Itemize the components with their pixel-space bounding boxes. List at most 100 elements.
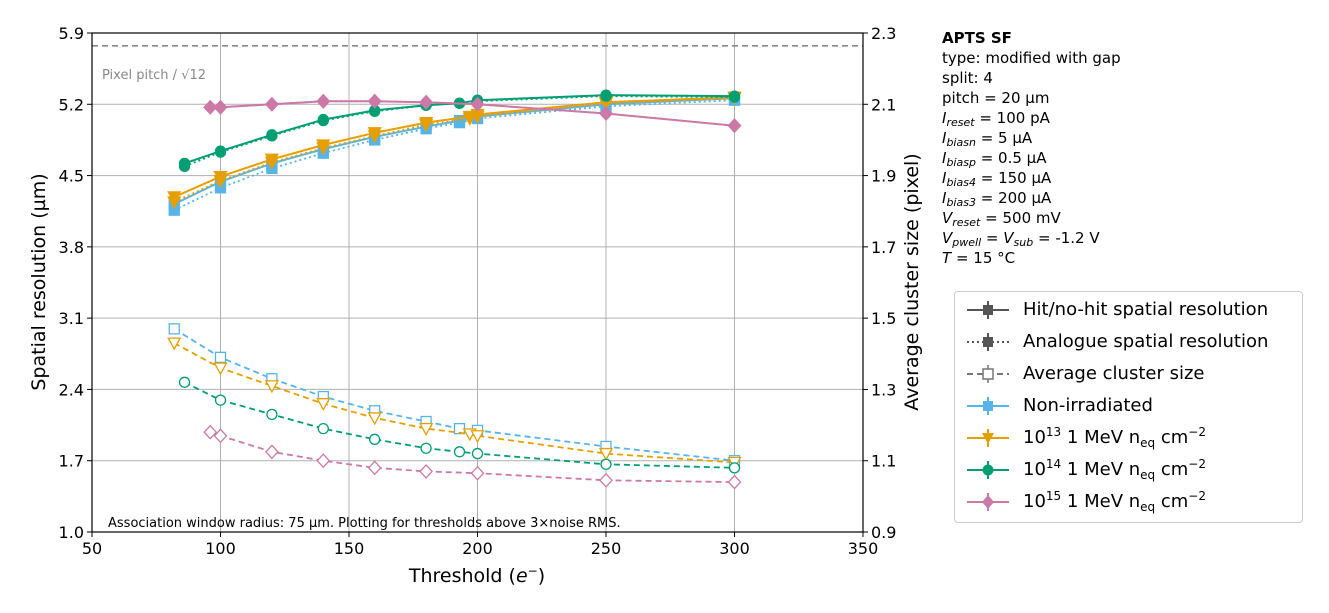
- legend-cluster: Average cluster size: [955, 358, 1302, 390]
- y-left-tick-label: 4.5: [59, 167, 84, 186]
- series-layer: [167, 89, 742, 490]
- hit-resolution-line: [173, 96, 735, 198]
- y-right-tick-label: 1.5: [871, 309, 896, 328]
- cluster-size-point: [316, 398, 331, 412]
- legend: Hit/no-hit spatial resolution Analogue s…: [954, 291, 1303, 523]
- y-right-tick-label: 1.1: [871, 452, 896, 471]
- cluster-size-point: [367, 460, 382, 476]
- cluster-size-point: [727, 474, 742, 490]
- cluster-size-point: [178, 376, 191, 388]
- legend-f15: 1015 1 MeV neq cm−2: [955, 486, 1302, 518]
- info-v-reset: Vreset = 500 mV: [942, 209, 1061, 229]
- cluster-size-point: [266, 408, 278, 421]
- hit-resolution-point: [213, 170, 228, 184]
- info-split: split: 4: [942, 69, 993, 87]
- cluster-size-point: [203, 424, 218, 440]
- info-pitch: pitch = 20 µm: [942, 89, 1050, 107]
- y-left-tick-label: 1.0: [59, 523, 84, 542]
- hit-resolution-line: [184, 94, 735, 165]
- x-tick-label: 150: [334, 539, 365, 558]
- info-i-biasp: Ibiasp = 0.5 µA: [942, 149, 1047, 169]
- info-i-reset: Ireset = 100 pA: [942, 109, 1050, 129]
- cluster-size-point: [419, 463, 433, 479]
- hit-resolution-point: [599, 105, 613, 121]
- cluster-size-point: [420, 442, 432, 454]
- cluster-size-point: [367, 412, 382, 426]
- hit-resolution-point: [265, 96, 279, 112]
- info-i-bias3: Ibias3 = 200 µA: [942, 189, 1052, 209]
- hit-resolution-point: [178, 157, 191, 170]
- x-tick-label: 250: [591, 539, 622, 558]
- analogue-resolution-line: [173, 97, 735, 203]
- y-axis-left-label: Spatial resolution (µm): [28, 173, 50, 390]
- legend-f13: 1013 1 MeV neq cm−2: [955, 422, 1302, 454]
- hit-resolution-point: [727, 118, 742, 134]
- y-axis-right: 0.9 1.1 1.3 1.5 1.7 1.9 2.1 2.3: [863, 24, 896, 542]
- y-left-tick-label: 3.8: [59, 238, 84, 257]
- y-left-tick-label: 5.2: [59, 95, 84, 114]
- y-axis-left: 1.0 1.7 2.4 3.1 3.8 4.5 5.2 5.9: [59, 24, 92, 542]
- cluster-size-line: [173, 328, 735, 462]
- legend-f14: 1014 1 MeV neq cm−2: [955, 454, 1302, 486]
- hit-resolution-point: [266, 129, 278, 141]
- info-temp: T = 15 °C: [942, 249, 1016, 267]
- cluster-size-point: [419, 422, 434, 436]
- x-tick-label: 100: [205, 539, 236, 558]
- y-left-tick-label: 1.7: [59, 452, 84, 471]
- hit-resolution-point: [470, 96, 485, 112]
- x-tick-label: 350: [848, 539, 879, 558]
- hit-resolution-point: [316, 139, 331, 153]
- footnote: Association window radius: 75 µm. Plotti…: [108, 516, 621, 531]
- hit-resolution-point: [203, 99, 218, 115]
- cluster-size-point: [264, 380, 279, 394]
- legend-nonirr: Non-irradiated: [955, 390, 1302, 422]
- info-i-biasn: Ibiasn = 5 µA: [942, 129, 1033, 149]
- cluster-size-point: [213, 428, 228, 444]
- cluster-size-point: [470, 465, 485, 481]
- y-right-tick-label: 1.7: [871, 238, 896, 257]
- hit-resolution-point: [317, 113, 329, 126]
- hit-resolution-point: [316, 93, 331, 109]
- series-3: [203, 93, 742, 490]
- y-right-tick-label: 2.3: [871, 24, 896, 43]
- y-right-tick-label: 1.3: [871, 380, 896, 399]
- legend-analogue: Analogue spatial resolution: [955, 326, 1302, 358]
- y-axis-right-label: Average cluster size (pixel): [901, 153, 923, 410]
- cluster-size-point: [598, 447, 614, 461]
- cluster-size-point: [317, 422, 329, 435]
- info-i-bias4: Ibias4 = 150 µA: [942, 169, 1052, 189]
- x-axis: 50 100 150 200 250 300 350: [82, 532, 878, 558]
- info-v-pwell: Vpwell = Vsub = -1.2 V: [942, 229, 1100, 249]
- y-left-tick-label: 2.4: [59, 380, 84, 399]
- cluster-size-point: [214, 394, 227, 406]
- hit-resolution-point: [419, 94, 433, 110]
- chart: Pixel pitch / √12 50 100 150 200 250 300 350 1…: [28, 24, 923, 587]
- y-right-tick-label: 0.9: [871, 523, 896, 542]
- hit-resolution-point: [367, 127, 382, 141]
- hit-resolution-point: [213, 99, 228, 115]
- cluster-size-line: [184, 381, 735, 469]
- info-type: type: modified with gap: [942, 49, 1121, 67]
- cluster-size-line: [173, 342, 735, 464]
- cluster-size-point: [213, 362, 228, 376]
- cluster-size-point: [453, 446, 466, 458]
- x-tick-label: 300: [719, 539, 750, 558]
- hit-resolution-point: [600, 89, 612, 101]
- hit-resolution-point: [728, 90, 741, 102]
- cluster-size-point: [600, 458, 612, 470]
- y-left-tick-label: 3.1: [59, 309, 84, 328]
- hit-resolution-point: [419, 116, 434, 130]
- legend-hit: Hit/no-hit spatial resolution: [955, 294, 1302, 326]
- hit-resolution-point: [264, 153, 279, 167]
- cluster-size-point: [369, 433, 381, 445]
- hit-resolution-point: [367, 93, 382, 109]
- cluster-size-point: [471, 447, 484, 460]
- x-tick-label: 50: [82, 539, 102, 558]
- cluster-size-point: [470, 430, 485, 444]
- cluster-size-point: [168, 323, 180, 335]
- y-right-tick-label: 1.9: [871, 167, 896, 186]
- cluster-size-point: [728, 462, 741, 474]
- x-tick-label: 200: [462, 539, 493, 558]
- hit-resolution-line: [173, 97, 735, 206]
- series-1: [167, 91, 742, 470]
